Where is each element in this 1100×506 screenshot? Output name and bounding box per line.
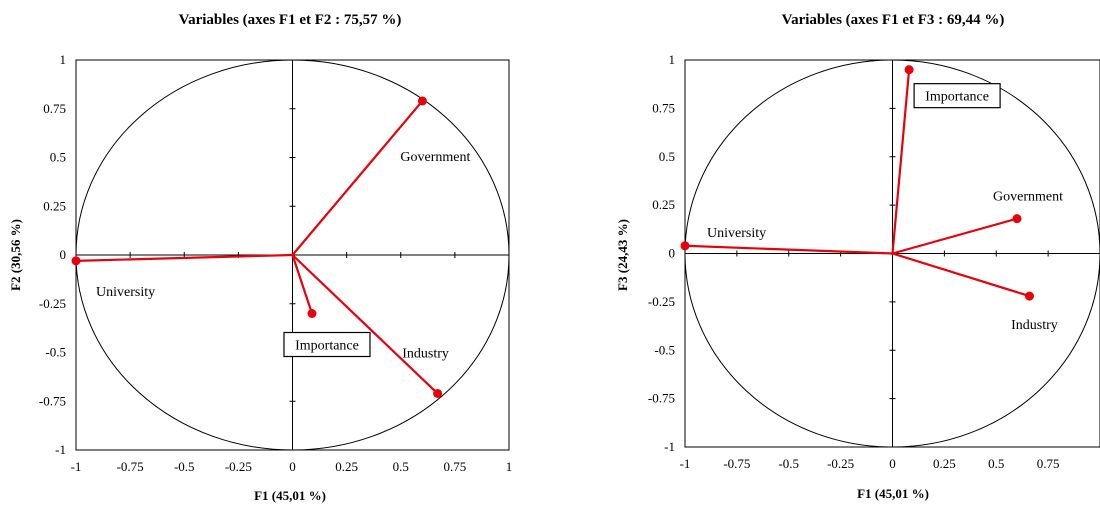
point-university (71, 256, 81, 266)
y-tick-label: 0.75 (43, 101, 66, 116)
vector-university (75, 253, 293, 262)
x-tick-label: 1 (506, 459, 513, 474)
x-tick-label: -0.25 (225, 459, 252, 474)
x-tick-label: -1 (680, 456, 691, 471)
x-tick-label: -0.5 (174, 459, 195, 474)
vector-government (892, 217, 1018, 255)
label-government: Government (400, 150, 470, 165)
label-importance: Importance (295, 339, 359, 354)
y-tick-label: -0.75 (648, 391, 675, 406)
x-tick-label: 0 (889, 456, 896, 471)
x-tick-label: -0.5 (778, 456, 799, 471)
vector-importance (291, 254, 314, 314)
label-industry: Industry (1011, 318, 1058, 333)
label-box-importance (913, 83, 1001, 109)
x-tick-label: 0 (289, 459, 296, 474)
chart-title: Variables (axes F1 et F3 : 69,44 %) (782, 12, 1005, 28)
x-tick-label: -0.25 (827, 456, 854, 471)
vector-government (291, 100, 424, 256)
y-tick-label: -0.5 (654, 342, 675, 357)
y-tick-label: -0.25 (39, 296, 66, 311)
vector-industry (892, 252, 1030, 298)
panel-2: Variables (axes F1 et F3 : 69,44 %) -1 -0.… (615, 12, 1100, 501)
x-axis-label: F1 (45,01 %) (857, 486, 929, 501)
x-tick-label: 0.5 (393, 459, 409, 474)
y-tick-label: -0.75 (39, 393, 66, 408)
x-tick-label: 0.75 (1037, 456, 1060, 471)
y-tick-label: -1 (664, 439, 675, 454)
y-tick-label: -0.25 (648, 294, 675, 309)
x-tick-label: 0.5 (988, 456, 1004, 471)
y-tick-label: 0.25 (652, 197, 675, 212)
point-university (680, 241, 690, 251)
chart-title: Variables (axes F1 et F2 : 75,57 %) (179, 12, 402, 28)
y-tick-label: -0.5 (45, 345, 66, 360)
y-tick-label: 0.25 (43, 198, 66, 213)
y-tick-label: 0.5 (659, 149, 675, 164)
y-tick-label: 0.75 (652, 100, 675, 115)
x-tick-label: -0.75 (117, 459, 144, 474)
y-tick-label: 1 (60, 52, 67, 67)
y-axis-label: F3 (24,43 %) (615, 219, 630, 291)
panel-1: Variables (axes F1 et F2 : 75,57 %) -1 -0.… (8, 12, 512, 503)
label-box-importance (283, 331, 371, 358)
label-university: University (96, 285, 155, 300)
y-tick-label: 0 (669, 246, 676, 261)
point-government (417, 96, 427, 106)
y-axis-label: F2 (30,56 %) (8, 219, 23, 291)
label-importance: Importance (925, 90, 989, 105)
vector-importance (891, 69, 911, 254)
point-importance (307, 309, 317, 318)
point-importance (904, 65, 914, 75)
x-tick-label: 0.75 (444, 459, 467, 474)
point-industry (1024, 291, 1034, 301)
label-university: University (707, 226, 766, 241)
y-tick-label: 1 (669, 52, 676, 67)
x-tick-label: -1 (71, 459, 82, 474)
y-tick-label: -1 (55, 442, 66, 457)
y-tick-label: 0.5 (50, 150, 66, 165)
x-axis-label: F1 (45,01 %) (254, 488, 326, 503)
point-government (1012, 214, 1022, 224)
label-industry: Industry (402, 346, 449, 361)
point-industry (433, 388, 443, 398)
x-tick-label: 0.25 (335, 459, 358, 474)
y-tick-label: 0 (60, 247, 67, 262)
vector-university (684, 244, 893, 255)
vector-industry (291, 254, 439, 395)
label-government: Government (993, 190, 1063, 205)
x-tick-label: -0.75 (723, 456, 750, 471)
x-tick-label: 0.25 (933, 456, 956, 471)
